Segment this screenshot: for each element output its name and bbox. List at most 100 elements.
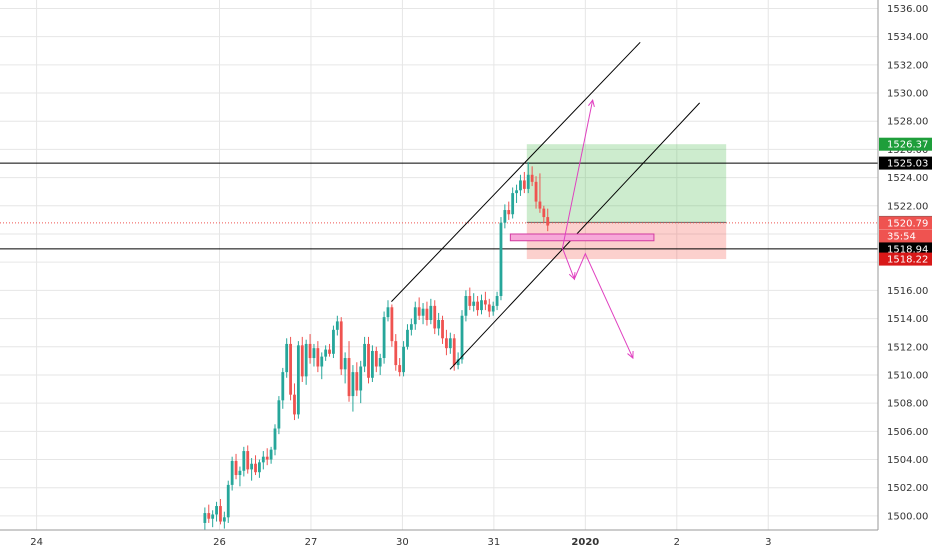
candle [269, 446, 273, 464]
candle [273, 424, 277, 456]
y-tick-label: 1528.00 [887, 117, 928, 128]
candle [219, 498, 222, 525]
candle [285, 338, 289, 378]
candle [491, 301, 495, 316]
candle [382, 311, 386, 364]
candle [296, 341, 300, 419]
candle [464, 290, 468, 322]
candle [308, 334, 312, 364]
candle [281, 367, 285, 409]
candle [374, 346, 378, 373]
candle [254, 455, 257, 476]
y-tick-label: 1504.00 [887, 455, 928, 466]
price-label: 1518.94 [879, 242, 932, 256]
candle [394, 334, 398, 371]
y-tick-label: 1536.00 [887, 4, 928, 15]
y-tick-label: 1506.00 [887, 427, 928, 438]
candle [542, 205, 546, 223]
y-tick-label: 1512.00 [887, 342, 928, 353]
candle [526, 162, 530, 194]
candle [425, 301, 429, 326]
candle [328, 343, 331, 357]
candle [324, 345, 328, 361]
x-tick-label: 26 [213, 537, 226, 548]
svg-text:1526.37: 1526.37 [887, 140, 928, 151]
candle [234, 453, 238, 480]
candle [203, 507, 207, 530]
candle [250, 458, 254, 481]
candle [417, 297, 421, 320]
candle [476, 296, 479, 316]
candle [519, 174, 522, 196]
price-label: 1525.03 [879, 156, 932, 170]
candle [355, 362, 359, 397]
candle [347, 341, 351, 402]
drawing-overlays [391, 41, 701, 370]
channel-upper-line[interactable] [391, 41, 641, 302]
y-tick-label: 1514.00 [887, 314, 928, 325]
candle [230, 456, 234, 491]
price-axis-ticks: 1500.00 1502.00 1504.00 1506.00 1508.00 1510.… [887, 4, 928, 522]
candle [433, 300, 437, 335]
candle [503, 204, 507, 229]
candle [441, 315, 444, 344]
position-overlays [0, 144, 878, 260]
y-tick-label: 1522.00 [887, 201, 928, 212]
candle [515, 184, 518, 203]
candle [429, 298, 433, 325]
arrow-up[interactable] [561, 98, 595, 249]
y-tick-label: 1532.00 [887, 60, 928, 71]
candle [511, 187, 515, 219]
candle [480, 294, 483, 315]
arrow-down-path[interactable] [562, 247, 634, 360]
svg-text:1518.94: 1518.94 [887, 244, 928, 255]
y-tick-label: 1524.00 [887, 173, 928, 184]
candle [238, 466, 242, 487]
candle [359, 360, 363, 404]
candle [363, 336, 367, 373]
y-tick-label: 1534.00 [887, 32, 928, 43]
candle [215, 501, 218, 522]
candle [207, 504, 211, 523]
support-zone[interactable] [509, 233, 655, 242]
svg-text:1518.22: 1518.22 [887, 255, 928, 266]
chart-grid [0, 0, 878, 530]
x-tick-label: 2020 [571, 537, 599, 548]
candle [445, 329, 448, 356]
candle [530, 166, 534, 187]
candle [538, 173, 542, 213]
candle [226, 480, 230, 523]
candle [300, 336, 304, 382]
candle [534, 176, 538, 209]
candle [339, 317, 343, 375]
candle [222, 511, 226, 529]
candle [402, 341, 405, 377]
candle [277, 396, 281, 435]
candle [390, 304, 394, 347]
position-profit-zone[interactable] [526, 144, 727, 223]
candle [320, 352, 324, 380]
candle [351, 365, 355, 412]
candle [258, 459, 261, 478]
price-label: 35:54 [879, 229, 932, 243]
price-axis-labels: 1526.371525.031520.821520.7935:541518.94… [879, 137, 932, 266]
svg-text:1525.03: 1525.03 [887, 159, 928, 170]
candle [370, 345, 374, 382]
candle [242, 446, 246, 477]
candle [378, 353, 382, 375]
candle [246, 445, 250, 474]
candle [495, 291, 499, 311]
price-label: 1526.37 [879, 137, 932, 151]
x-tick-label: 31 [488, 537, 501, 548]
y-tick-label: 1510.00 [887, 370, 928, 381]
candle [483, 291, 487, 311]
y-tick-label: 1530.00 [887, 89, 928, 100]
candle [406, 324, 409, 350]
candle [413, 301, 417, 330]
time-axis[interactable] [0, 529, 932, 550]
candle [507, 201, 511, 220]
candle [421, 303, 425, 325]
price-label: 1520.79 [879, 216, 932, 230]
x-tick-label: 3 [765, 537, 771, 548]
